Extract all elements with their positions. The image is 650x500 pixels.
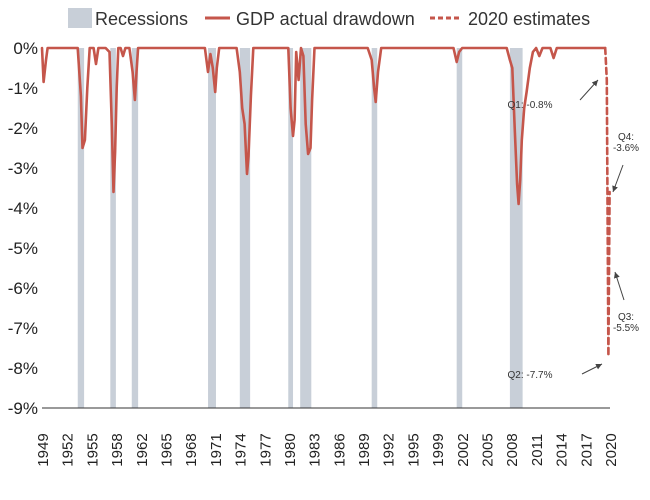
x-tick-label: 1995 xyxy=(405,433,422,466)
x-tick-label: 1968 xyxy=(183,433,200,466)
x-tick-label: 1958 xyxy=(109,433,126,466)
x-tick-label: 1965 xyxy=(158,433,175,466)
x-tick-label: 1952 xyxy=(60,433,77,466)
recession-bar-5 xyxy=(288,48,294,408)
x-tick-label: 1962 xyxy=(134,433,151,466)
recession-bar-4 xyxy=(239,48,251,408)
x-tick-label: 1989 xyxy=(356,433,373,466)
annotation-arrow xyxy=(581,363,603,375)
recession-bar-3 xyxy=(208,48,216,408)
annotation-arrow xyxy=(613,271,625,301)
annotation-label: Q3: -5.5% xyxy=(613,312,639,334)
x-tick-label: 1974 xyxy=(233,433,250,466)
annotation-label: Q4: -3.6% xyxy=(613,132,639,154)
recession-bar-2 xyxy=(131,48,139,408)
x-tick-label: 2017 xyxy=(578,433,595,466)
x-tick-label: 1980 xyxy=(282,433,299,466)
y-tick-label: 0% xyxy=(13,39,38,58)
x-tick-label: 2005 xyxy=(480,433,497,466)
recession-bar-1 xyxy=(110,48,116,408)
legend-label-recessions: Recessions xyxy=(95,9,188,29)
x-tick-label: 1955 xyxy=(84,433,101,466)
x-tick-label: 1983 xyxy=(307,433,324,466)
legend-swatch-recessions xyxy=(68,8,92,28)
y-tick-label: -2% xyxy=(8,119,38,138)
annotation-label: Q2: -7.7% xyxy=(507,370,552,381)
y-tick-label: -9% xyxy=(8,399,38,418)
x-tick-label: 2008 xyxy=(504,433,521,466)
recession-bar-7 xyxy=(371,48,378,408)
recession-bar-0 xyxy=(77,48,85,408)
y-tick-label: -3% xyxy=(8,159,38,178)
annotation-label: Q1: -0.8% xyxy=(507,100,552,111)
recession-bar-8 xyxy=(456,48,463,408)
x-tick-label: 2002 xyxy=(455,433,472,466)
series-lines xyxy=(40,46,611,358)
x-tick-label: 1986 xyxy=(331,433,348,466)
x-tick-label: 1971 xyxy=(208,433,225,466)
recession-bars xyxy=(77,48,523,408)
y-tick-label: -1% xyxy=(8,79,38,98)
x-tick-label: 1949 xyxy=(35,433,52,466)
y-tick-label: -5% xyxy=(8,239,38,258)
legend-label-estimates: 2020 estimates xyxy=(468,9,590,29)
x-tick-label: 1992 xyxy=(381,433,398,466)
y-tick-label: -8% xyxy=(8,359,38,378)
x-tick-label: 1999 xyxy=(430,433,447,466)
recession-bar-9 xyxy=(509,48,523,408)
series-line-gdp-drawdown xyxy=(40,46,607,206)
x-tick-label: 2014 xyxy=(554,433,571,466)
series-line-2020-estimates xyxy=(603,46,611,358)
annotations: Q1: -0.8% Q2: -7.7% Q3: -5.5% Q4: -3.6% xyxy=(507,79,639,381)
y-tick-label: -4% xyxy=(8,199,38,218)
x-tick-label: 2011 xyxy=(529,434,546,466)
x-tick-label: 2020 xyxy=(603,433,620,466)
annotation-arrow xyxy=(579,79,599,101)
legend-label-gdp: GDP actual drawdown xyxy=(236,9,415,29)
y-axis: 0% -1% -2% -3% -4% -5% -6% -7% -8% -9% xyxy=(8,39,38,418)
x-tick-label: 1977 xyxy=(257,433,274,466)
recession-bar-6 xyxy=(300,48,312,408)
y-tick-label: -6% xyxy=(8,279,38,298)
x-axis: 1949 1952 1955 1958 1962 1965 1968 1971 1974 1977… xyxy=(35,433,620,466)
y-tick-label: -7% xyxy=(8,319,38,338)
annotation-arrow xyxy=(612,164,624,193)
legend: Recessions GDP actual drawdown 2020 esti… xyxy=(68,8,590,29)
